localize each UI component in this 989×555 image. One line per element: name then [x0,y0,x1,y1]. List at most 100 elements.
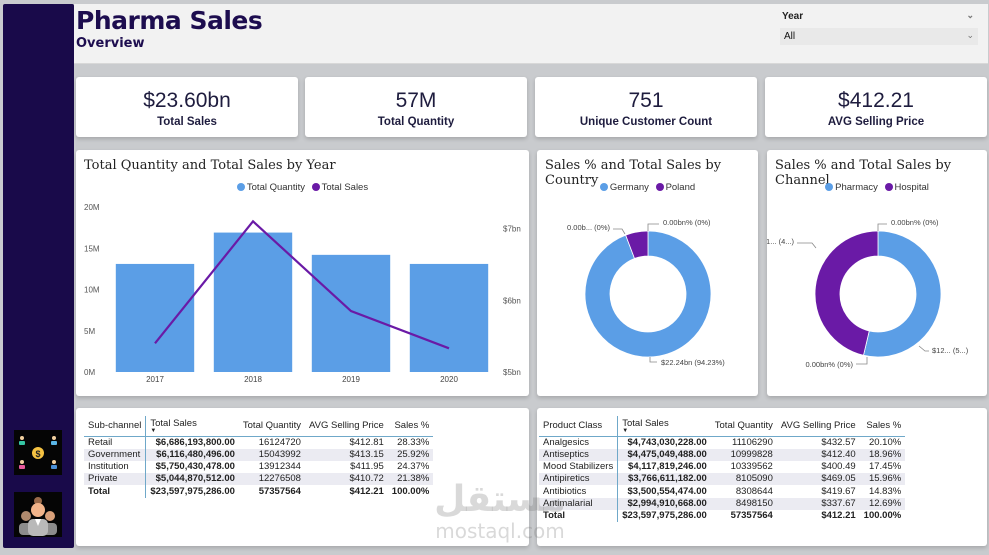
chart-title: Sales % and Total Sales by Channel [775,158,952,188]
table-cell: Analgesics [539,436,619,449]
sort-descending-icon[interactable]: ▼ [622,428,629,435]
table-cell: $3,766,611,182.00 [617,473,711,486]
table-cell: 16124720 [258,436,301,448]
y2-axis-tick-label: $5bn [503,368,521,377]
column-header[interactable]: Total Sales ▼ [618,416,711,436]
country-donut-chart: 0.00bn% (0%) 0.00b... (0%) $22.24bn (94.23… [567,218,725,367]
table-cell: 14.83% [868,485,902,497]
table-cell: 57357564 [258,485,301,497]
table-row[interactable]: Analgesics $4,743,030,228.00 11106290 $432.… [539,436,905,449]
data-label-leader [877,223,887,231]
table-cell: 28.33% [397,436,430,448]
data-label-leader [613,228,626,235]
sort-descending-icon[interactable]: ▼ [150,428,157,435]
donut-slice [863,230,942,358]
column-header[interactable]: AVG Selling Price [308,420,384,432]
country-donut-panel: Sales % and Total Sales by Country Germa… [537,150,758,396]
legend-item[interactable]: Total Quantity [236,182,305,193]
legend-item[interactable]: Germany [599,182,649,193]
donut-slice [584,230,712,358]
table-row[interactable]: Private $5,044,870,512.00 12276508 $410.72 2… [84,473,434,486]
table-cell: 17.45% [868,460,902,472]
bar [115,263,195,372]
table-cell: 11106290 [732,436,773,448]
table-row[interactable]: Antibiotics $3,500,554,474.00 8308644 $419.… [539,485,905,498]
column-header[interactable]: AVG Selling Price [780,420,856,432]
table-cell: 12.69% [859,497,906,510]
table-cell: Retail [84,436,147,449]
table-cell: 13912344 [258,460,301,472]
header: Pharma Sales Overview Year ⌄ All ⌄ [74,4,988,64]
legend-item[interactable]: Pharmacy [825,182,878,193]
table-total-row[interactable]: Total $23,597,975,286.00 57357564 $412.21 10… [84,485,433,498]
chevron-down-icon[interactable]: ⌄ [966,10,974,20]
page-title: Pharma Sales [76,6,263,35]
legend-label: Hospital [894,182,929,193]
table-cell: 57357564 [730,510,773,522]
table-cell: $400.49 [821,460,856,472]
bar [213,232,293,372]
svg-text:$: $ [35,449,40,459]
table-cell: 18.96% [859,448,906,461]
table-total-row[interactable]: Total $23,597,975,286.00 57357564 $412.21 10… [539,509,905,523]
team-icon [19,496,57,536]
table-cell: 25.92% [387,448,434,461]
column-header[interactable]: Total Sales ▼ [146,416,239,436]
x-axis-tick-label: 2020 [440,375,458,384]
table-row[interactable]: Government $6,116,480,496.00 15043992 $413.… [84,448,434,461]
legend-dot-icon [825,183,834,191]
year-dropdown-value: All [784,31,796,42]
chart-legend: Germany Poland [537,182,758,193]
legend-dot-icon [884,183,893,191]
y-axis-tick-label: 10M [84,286,100,295]
kpi-label: Unique Customer Count [579,116,713,128]
sales-network-nav-button[interactable]: $ [14,430,62,475]
data-label-leader [856,357,868,365]
kpi-label: AVG Selling Price [827,116,925,128]
subchannel-table: Sub-channel Total Sales ▼ Total Quantity AVG… [84,416,434,498]
table-cell: 100.00% [863,510,902,522]
table-row[interactable]: Retail $6,686,193,800.00 16124720 $412.81 28… [84,436,433,449]
table-cell: $410.72 [304,473,388,486]
combo-chart: 0M 5M 10M 15M 20M $5bn $6bn $7bn 2017 2018 2019 202… [84,203,521,384]
subchannel-table-panel: Sub-channel Total Sales ▼ Total Quantity AVG… [76,408,529,546]
table-cell: $5,750,430,478.00 [155,460,235,472]
data-label-leader [918,345,929,352]
legend-item[interactable]: Poland [655,182,695,193]
combo-chart-panel: Total Quantity and Total Sales by Year T… [76,150,529,396]
column-header[interactable]: Sales % [866,420,902,432]
table-cell: 20.10% [868,436,902,448]
table-header-row: Sub-channel Total Sales ▼ Total Quantity AVG… [84,416,434,436]
table-cell: 15043992 [238,448,305,461]
table-cell: $412.40 [776,448,860,461]
legend-dot-icon [311,183,320,191]
table-row[interactable]: Antimalarial $2,994,910,668.00 8498150 $337… [539,497,906,510]
data-label: $1... (4...) [767,237,794,246]
data-label: 0.00bn% (0%) [805,360,853,369]
team-nav-button[interactable] [14,492,62,537]
table-row[interactable]: Antipiretics $3,766,611,182.00 8105090 $469… [539,473,906,486]
column-header[interactable]: Total Quantity [714,420,773,432]
data-label-leader [647,223,659,231]
legend-label: Pharmacy [835,182,878,193]
channel-donut-chart: 0.00bn% (0%) $1... (4...) $12... (5...) 0.0… [767,218,969,369]
x-axis-tick-label: 2017 [146,375,164,384]
table-row[interactable]: Institution $5,750,430,478.00 13912344 $411… [84,460,433,474]
column-header[interactable]: Sales % [394,420,430,432]
sales-line [154,219,450,350]
table-cell: Institution [84,460,147,474]
year-slicer-header[interactable]: Year ⌄ [780,8,978,24]
legend-item[interactable]: Hospital [884,182,929,193]
column-header[interactable]: Sub-channel [84,416,147,436]
year-dropdown[interactable]: All ⌄ [780,28,978,45]
column-header[interactable]: Total Quantity [242,420,301,432]
legend-item[interactable]: Total Sales [311,182,368,193]
table-row[interactable]: Mood Stabilizers $4,117,819,246.00 1033956… [539,460,905,474]
channel-donut-panel: Sales % and Total Sales by Channel Pharm… [767,150,987,396]
table-row[interactable]: Antiseptics $4,475,049,488.00 10999828 $412… [539,448,906,461]
bar [311,254,391,372]
y-axis-tick-label: 15M [84,244,100,253]
column-header[interactable]: Product Class [539,416,619,436]
table-cell: $4,117,819,246.00 [628,460,707,472]
chevron-down-icon: ⌄ [966,30,974,40]
